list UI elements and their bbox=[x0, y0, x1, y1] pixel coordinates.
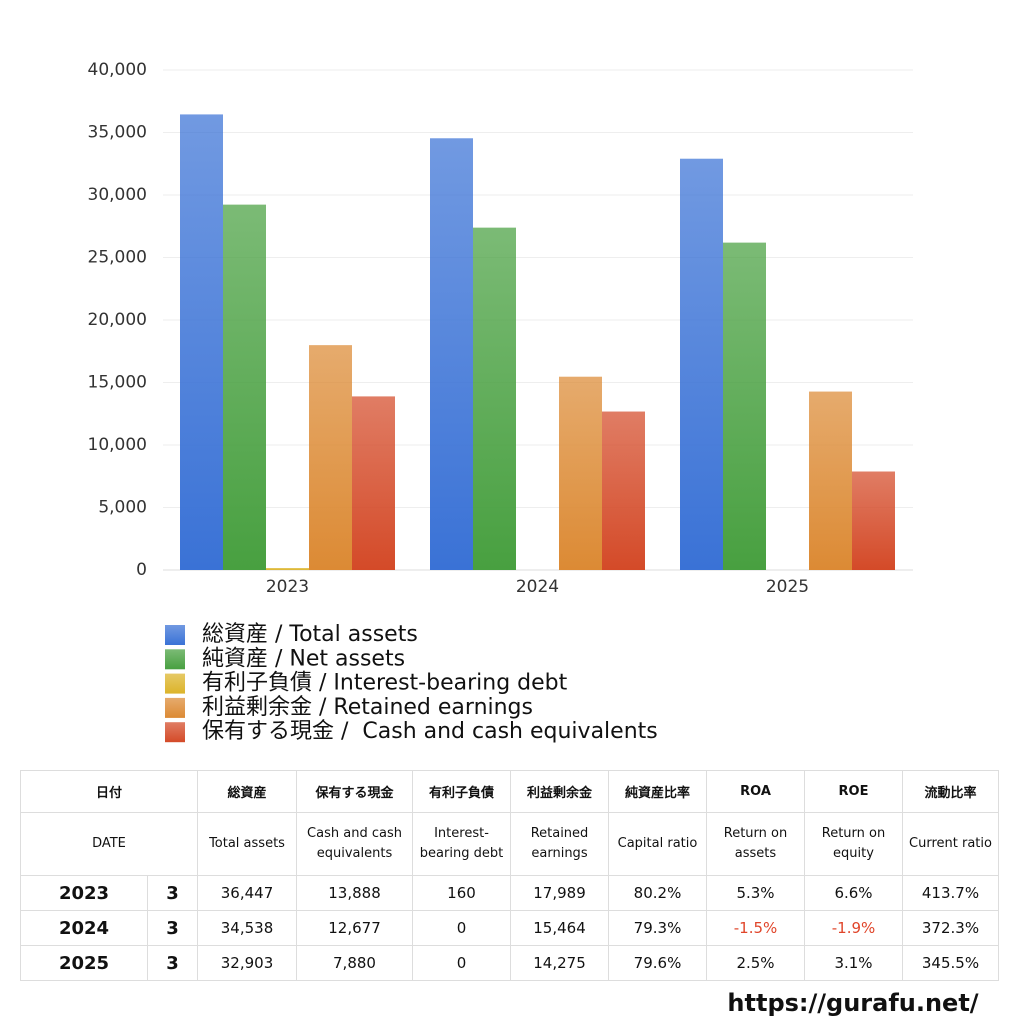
year-cell: 2024 bbox=[20, 910, 148, 946]
header-cell: Interest-bearing debt bbox=[412, 812, 511, 876]
legend-swatch bbox=[165, 673, 185, 694]
bar bbox=[809, 391, 852, 570]
value-cell: -1.9% bbox=[804, 910, 903, 946]
bar bbox=[723, 242, 766, 571]
y-tick-label: 15,000 bbox=[88, 373, 147, 393]
data-row: 2024 3 34,538 12,677 0 15,464 79.3% -1.5% -1.9% 3… bbox=[20, 910, 999, 946]
x-tick-label: 2023 bbox=[266, 577, 309, 597]
legend-label: 純資産 / Net assets bbox=[202, 646, 405, 671]
site-url: https://gurafu.net/ bbox=[727, 989, 978, 1017]
value-cell: 12,677 bbox=[296, 910, 413, 946]
value-cell: 372.3% bbox=[902, 910, 999, 946]
value-cell: 0 bbox=[412, 945, 511, 981]
bar bbox=[559, 376, 602, 570]
chart: 0 5,000 10,000 15,000 20,000 25,000 30,000 35,0… bbox=[88, 60, 913, 744]
data-row: 2025 3 32,903 7,880 0 14,275 79.6% 2.5% 3.1% 345.… bbox=[20, 945, 999, 981]
value-cell: 6.6% bbox=[804, 875, 903, 911]
legend-swatch bbox=[165, 722, 185, 743]
header-cell: 利益剰余金 bbox=[510, 770, 609, 813]
legend-label: 保有する現金 / Cash and cash equivalents bbox=[202, 719, 658, 744]
data-table: 日付 総資産 保有する現金 有利子負債 利益剰余金 純資産比率 ROA ROE 流動比率 DATE… bbox=[20, 770, 999, 981]
header-cell: 純資産比率 bbox=[608, 770, 707, 813]
value-cell: 3.1% bbox=[804, 945, 903, 981]
header-cell: 流動比率 bbox=[902, 770, 999, 813]
header-cell: Return on assets bbox=[706, 812, 805, 876]
header-row: 日付 総資産 保有する現金 有利子負債 利益剰余金 純資産比率 ROA ROE 流動比率 bbox=[20, 770, 999, 813]
value-cell: 160 bbox=[412, 875, 511, 911]
header-cell: DATE bbox=[20, 812, 198, 876]
bar bbox=[473, 227, 516, 570]
value-cell: 2.5% bbox=[706, 945, 805, 981]
month-cell: 3 bbox=[147, 945, 198, 981]
value-cell: 80.2% bbox=[608, 875, 707, 911]
value-cell: 34,538 bbox=[197, 910, 297, 946]
value-cell: 7,880 bbox=[296, 945, 413, 981]
x-tick-label: 2025 bbox=[766, 577, 809, 597]
header-cell: 総資産 bbox=[197, 770, 297, 813]
header-cell: Total assets bbox=[197, 812, 297, 876]
header-cell: Retained earnings bbox=[510, 812, 609, 876]
month-cell: 3 bbox=[147, 875, 198, 911]
value-cell: 15,464 bbox=[510, 910, 609, 946]
y-tick-label: 35,000 bbox=[88, 123, 147, 143]
value-cell: 345.5% bbox=[902, 945, 999, 981]
legend-label: 利益剰余金 / Retained earnings bbox=[202, 695, 533, 720]
header-cell: ROA bbox=[706, 770, 805, 813]
value-cell: 5.3% bbox=[706, 875, 805, 911]
y-tick-label: 30,000 bbox=[88, 185, 147, 205]
y-tick-label: 5,000 bbox=[98, 498, 147, 518]
legend-swatch bbox=[165, 697, 185, 718]
y-tick-label: 40,000 bbox=[88, 60, 147, 80]
bar bbox=[266, 568, 309, 570]
y-tick-label: 0 bbox=[136, 560, 147, 580]
header-row: DATE Total assets Cash and cash equivalent… bbox=[20, 812, 999, 876]
year-cell: 2023 bbox=[20, 875, 148, 911]
y-tick-label: 25,000 bbox=[88, 248, 147, 268]
bar bbox=[852, 471, 895, 570]
value-cell: 413.7% bbox=[902, 875, 999, 911]
value-cell: 13,888 bbox=[296, 875, 413, 911]
bar bbox=[223, 204, 266, 570]
legend-swatch bbox=[165, 649, 185, 670]
value-cell: 14,275 bbox=[510, 945, 609, 981]
value-cell: 32,903 bbox=[197, 945, 297, 981]
value-cell: 17,989 bbox=[510, 875, 609, 911]
legend-swatch bbox=[165, 625, 185, 645]
year-cell: 2025 bbox=[20, 945, 148, 981]
header-cell: Cash and cash equivalents bbox=[296, 812, 413, 876]
header-cell: 保有する現金 bbox=[296, 770, 413, 813]
x-tick-label: 2024 bbox=[516, 577, 559, 597]
value-cell: 79.3% bbox=[608, 910, 707, 946]
value-cell: 79.6% bbox=[608, 945, 707, 981]
bar bbox=[430, 138, 473, 570]
header-cell: ROE bbox=[804, 770, 903, 813]
value-cell: 36,447 bbox=[197, 875, 297, 911]
legend-label: 総資産 / Total assets bbox=[202, 622, 418, 647]
legend-label: 有利子負債 / Interest-bearing debt bbox=[202, 671, 568, 696]
bar bbox=[180, 114, 223, 570]
month-cell: 3 bbox=[147, 910, 198, 946]
bar bbox=[602, 411, 645, 570]
header-cell: Current ratio bbox=[902, 812, 999, 876]
header-cell: Capital ratio bbox=[608, 812, 707, 876]
header-cell: Return on equity bbox=[804, 812, 903, 876]
bar bbox=[309, 345, 352, 570]
header-cell: 有利子負債 bbox=[412, 770, 511, 813]
bar bbox=[352, 396, 395, 570]
value-cell: 0 bbox=[412, 910, 511, 946]
value-cell: -1.5% bbox=[706, 910, 805, 946]
header-cell: 日付 bbox=[20, 770, 198, 813]
data-row: 2023 3 36,447 13,888 160 17,989 80.2% 5.3% 6.6% 4… bbox=[20, 875, 999, 911]
bar bbox=[680, 158, 723, 570]
y-tick-label: 20,000 bbox=[88, 310, 147, 330]
y-tick-label: 10,000 bbox=[88, 435, 147, 455]
